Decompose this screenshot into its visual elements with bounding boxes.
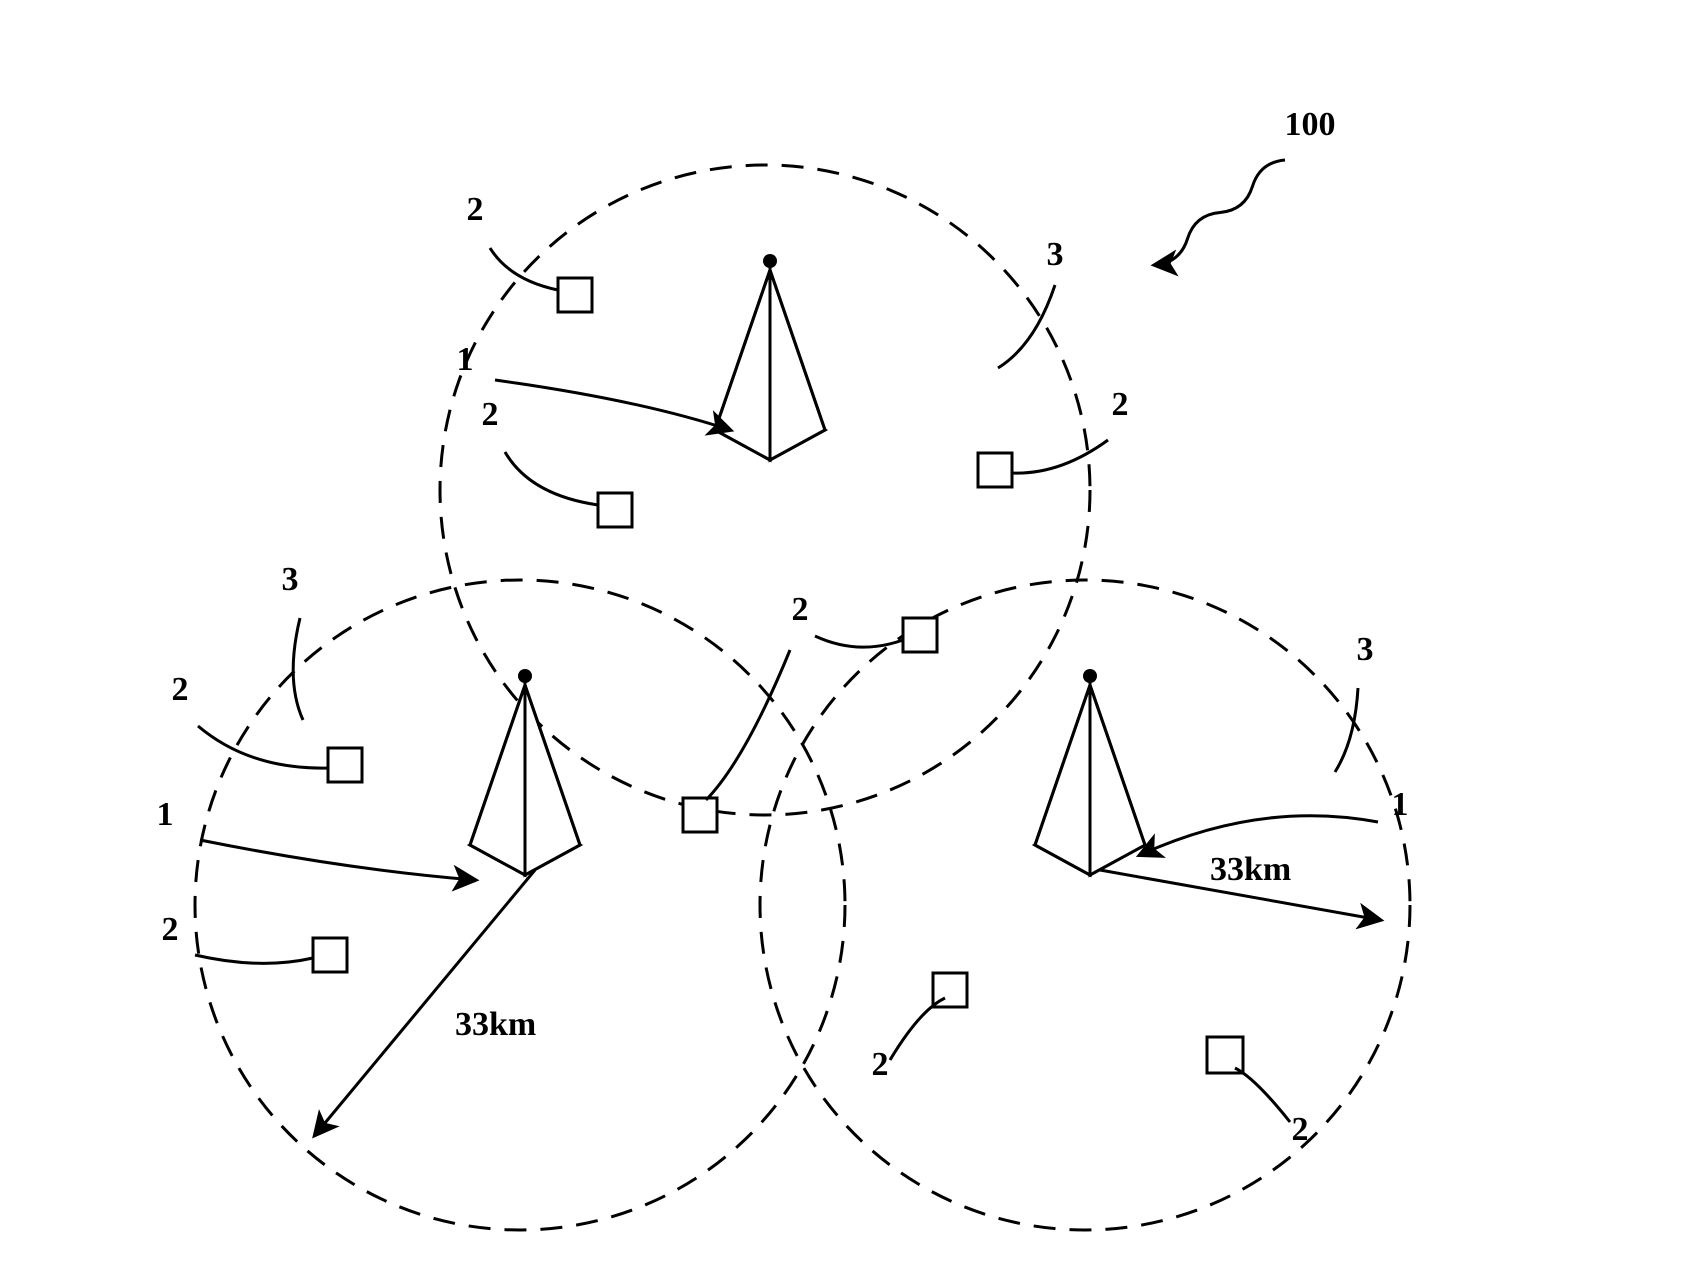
reference-label: 2 (1112, 386, 1129, 423)
leader-line (200, 840, 475, 880)
leader-line (998, 285, 1055, 368)
base-station-tower (1035, 669, 1145, 875)
leader-line (1140, 816, 1378, 855)
reference-label: 3 (1357, 631, 1374, 668)
reference-label: 2 (792, 591, 809, 628)
reference-label: 2 (872, 1046, 889, 1083)
reference-label: 1 (1392, 786, 1409, 823)
leader-line (1012, 440, 1108, 473)
leader-line (490, 248, 558, 290)
leader-line (505, 452, 598, 505)
reference-label: 3 (282, 561, 299, 598)
reference-label: 3 (1047, 236, 1064, 273)
radius-arrow (315, 870, 535, 1135)
terminal-node (683, 798, 717, 832)
leader-line (1235, 1068, 1290, 1122)
leader-line (195, 955, 313, 963)
radius-label: 33km (1210, 851, 1291, 888)
terminal-node (313, 938, 347, 972)
base-station-tower (470, 669, 580, 875)
reference-label: 2 (482, 396, 499, 433)
leader-line (293, 618, 303, 720)
reference-label: 1 (457, 341, 474, 378)
leader-line (1155, 160, 1285, 265)
terminal-node (558, 278, 592, 312)
terminal-node (598, 493, 632, 527)
leader-line (815, 636, 903, 647)
radius-label: 33km (455, 1006, 536, 1043)
terminal-node (328, 748, 362, 782)
leader-line (495, 380, 730, 430)
reference-label: 2 (172, 671, 189, 708)
terminal-node (1207, 1037, 1243, 1073)
terminal-node (978, 453, 1012, 487)
reference-label: 2 (162, 911, 179, 948)
reference-label: 1 (157, 796, 174, 833)
reference-label: 2 (1292, 1111, 1309, 1148)
base-station-tower (715, 254, 825, 460)
terminal-node (903, 618, 937, 652)
reference-label: 2 (467, 191, 484, 228)
reference-label: 100 (1285, 106, 1336, 143)
leader-line (198, 726, 329, 768)
